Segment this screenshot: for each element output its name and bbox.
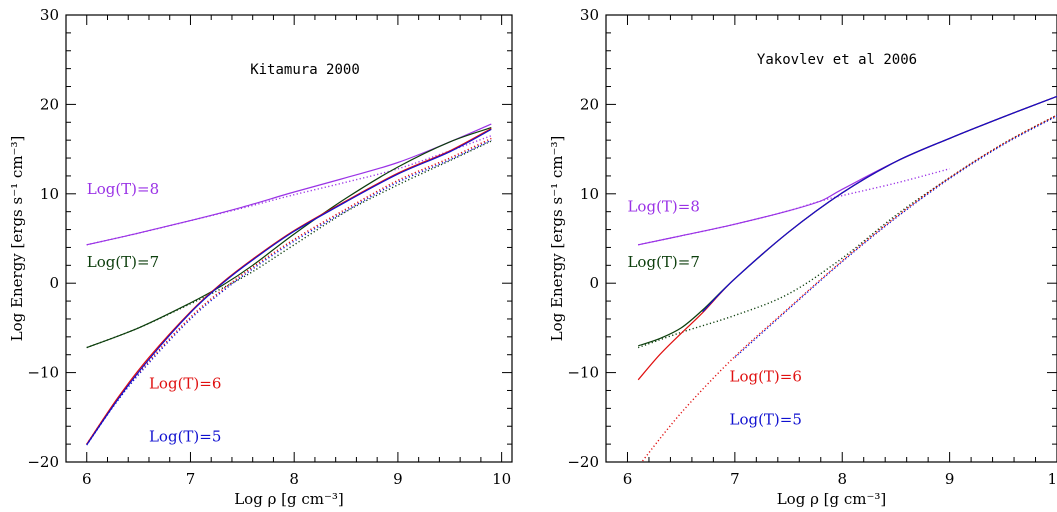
series-line-dotted <box>640 114 1057 462</box>
series-group <box>86 123 492 446</box>
y-tick-label: −10 <box>567 364 599 382</box>
series-line-dotted <box>638 168 950 246</box>
y-tick-label: 20 <box>580 95 599 113</box>
y-tick-label: 10 <box>580 185 599 203</box>
series-line-solid <box>86 128 492 446</box>
series-line-dotted <box>86 135 492 246</box>
chart-panel-2: 6 7 8 9 10 −20 −10 0 10 20 30 Log ρ [g cm⁻³] Log Ene… <box>548 6 1057 508</box>
plot-frame <box>65 14 513 463</box>
x-tick-label: 6 <box>82 470 92 488</box>
x-tick-label: 10 <box>492 470 511 488</box>
plot-frame <box>605 14 1057 463</box>
curve-label: Log(T)=6 <box>149 375 221 393</box>
series-line-solid <box>86 127 492 349</box>
y-axis-label: Log Energy [ergs s⁻¹ cm⁻³] <box>548 136 566 342</box>
series-line-solid <box>86 127 492 445</box>
y-axis-label: Log Energy [ergs s⁻¹ cm⁻³] <box>8 136 26 342</box>
panel-title: Kitamura 2000 <box>250 62 360 78</box>
x-tick-label: 6 <box>623 470 633 488</box>
curve-label: Log(T)=5 <box>149 427 221 445</box>
y-tick-label: 10 <box>40 185 59 203</box>
x-tick-label: 9 <box>945 470 955 488</box>
series-line-dotted <box>734 115 1057 358</box>
panel-title: Yakovlev et al 2006 <box>757 52 917 68</box>
series-line-solid <box>638 95 1057 347</box>
x-axis-label: Log ρ [g cm⁻³] <box>234 490 344 508</box>
chart-panel-1: 6 7 8 9 10 −20 −10 0 10 20 30 Log ρ [g cm⁻³] Log Ene… <box>8 6 513 508</box>
y-tick-label: 20 <box>40 95 59 113</box>
curve-label: Log(T)=6 <box>729 368 801 386</box>
x-tick-label: 7 <box>186 470 196 488</box>
x-tick-label: 10 <box>1047 470 1057 488</box>
series-line-solid <box>638 95 1057 246</box>
x-tick-label: 8 <box>289 470 299 488</box>
x-tick-label: 8 <box>837 470 847 488</box>
curve-label: Log(T)=7 <box>87 253 159 271</box>
curve-label: Log(T)=8 <box>627 198 699 216</box>
series-group <box>637 95 1057 462</box>
x-tick-label: 7 <box>730 470 740 488</box>
y-tick-label: −20 <box>27 453 59 471</box>
series-line-solid <box>702 95 1057 313</box>
y-tick-label: 30 <box>40 6 59 24</box>
x-tick-label: 9 <box>393 470 403 488</box>
y-tick-label: 0 <box>589 274 599 292</box>
y-tick-label: −20 <box>567 453 599 471</box>
y-tick-label: −10 <box>27 364 59 382</box>
series-line-solid <box>637 95 1057 381</box>
curve-label: Log(T)=5 <box>729 410 801 428</box>
curve-label: Log(T)=8 <box>87 180 159 198</box>
curve-label: Log(T)=7 <box>627 253 699 271</box>
y-tick-label: 30 <box>580 6 599 24</box>
y-tick-label: 0 <box>49 274 59 292</box>
x-axis-label: Log ρ [g cm⁻³] <box>777 490 887 508</box>
series-line-dotted <box>86 140 492 349</box>
